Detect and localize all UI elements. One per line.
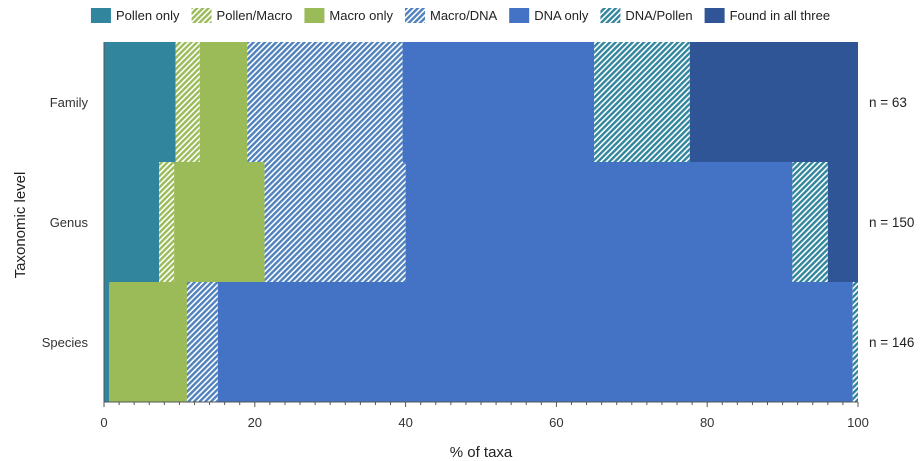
bar-family-found-in-all-three <box>689 42 858 164</box>
n-label-species: n = 146 <box>869 335 914 350</box>
n-label-genus: n = 150 <box>869 215 914 230</box>
legend-swatch-dna-only <box>509 8 530 23</box>
bars <box>104 42 858 402</box>
bar-genus-dna-pollen <box>792 162 828 284</box>
legend-label-found-in-all-three: Found in all three <box>730 8 830 23</box>
bar-genus-found-in-all-three <box>827 162 858 284</box>
bar-genus-dna-only <box>405 162 793 284</box>
x-tick-label: 80 <box>700 415 714 430</box>
y-tick-label-species: Species <box>42 335 89 350</box>
bar-family-macro-dna <box>247 42 403 164</box>
bar-species-dna-pollen <box>852 282 858 402</box>
n-label-family: n = 63 <box>869 95 907 110</box>
legend-swatch-pollen-macro <box>191 8 212 23</box>
x-tick-label: 40 <box>398 415 412 430</box>
x-tick-label: 60 <box>549 415 563 430</box>
bar-family-dna-only <box>402 42 595 164</box>
n-labels: n = 63 n = 150 n = 146 <box>869 95 914 350</box>
bar-family-pollen-macro <box>175 42 200 164</box>
legend-swatch-dna-pollen <box>600 8 621 23</box>
y-tick-label-family: Family <box>50 95 89 110</box>
bar-family-pollen-only <box>104 42 176 164</box>
legend-label-dna-pollen: DNA/Pollen <box>625 8 692 23</box>
y-axis-title: Taxonomic level <box>12 172 29 279</box>
bar-species-macro-dna <box>186 282 218 402</box>
bar-species-pollen-only <box>104 282 110 402</box>
x-tick-label: 20 <box>248 415 262 430</box>
legend-swatch-found-in-all-three <box>704 8 725 23</box>
x-axis: 0 20 40 60 80 100 <box>100 401 869 430</box>
legend-label-pollen-macro: Pollen/Macro <box>217 8 293 23</box>
bar-family-dna-pollen <box>594 42 690 164</box>
x-tick-label: 100 <box>847 415 869 430</box>
legend-label-dna-only: DNA only <box>534 8 589 23</box>
bar-genus-macro-dna <box>264 162 406 284</box>
legend-swatch-macro-dna <box>405 8 426 23</box>
legend-label-pollen-only: Pollen only <box>116 8 180 23</box>
legend: Pollen only Pollen/Macro Macro only Macro/D… <box>90 8 830 23</box>
bar-genus-macro-only <box>174 162 265 284</box>
bar-genus-pollen-only <box>104 162 160 284</box>
y-tick-label-genus: Genus <box>50 215 89 230</box>
y-axis: Family Genus Species <box>42 42 105 402</box>
x-axis-title: % of taxa <box>450 444 513 461</box>
legend-label-macro-only: Macro only <box>329 8 393 23</box>
legend-swatch-pollen-only <box>90 8 111 23</box>
bar-species-dna-only <box>217 282 853 402</box>
legend-label-macro-dna: Macro/DNA <box>430 8 498 23</box>
bar-family-macro-only <box>199 42 248 164</box>
x-tick-label: 0 <box>100 415 107 430</box>
bar-genus-pollen-macro <box>159 162 175 284</box>
legend-swatch-macro-only <box>304 8 325 23</box>
bar-species-macro-only <box>109 282 187 402</box>
